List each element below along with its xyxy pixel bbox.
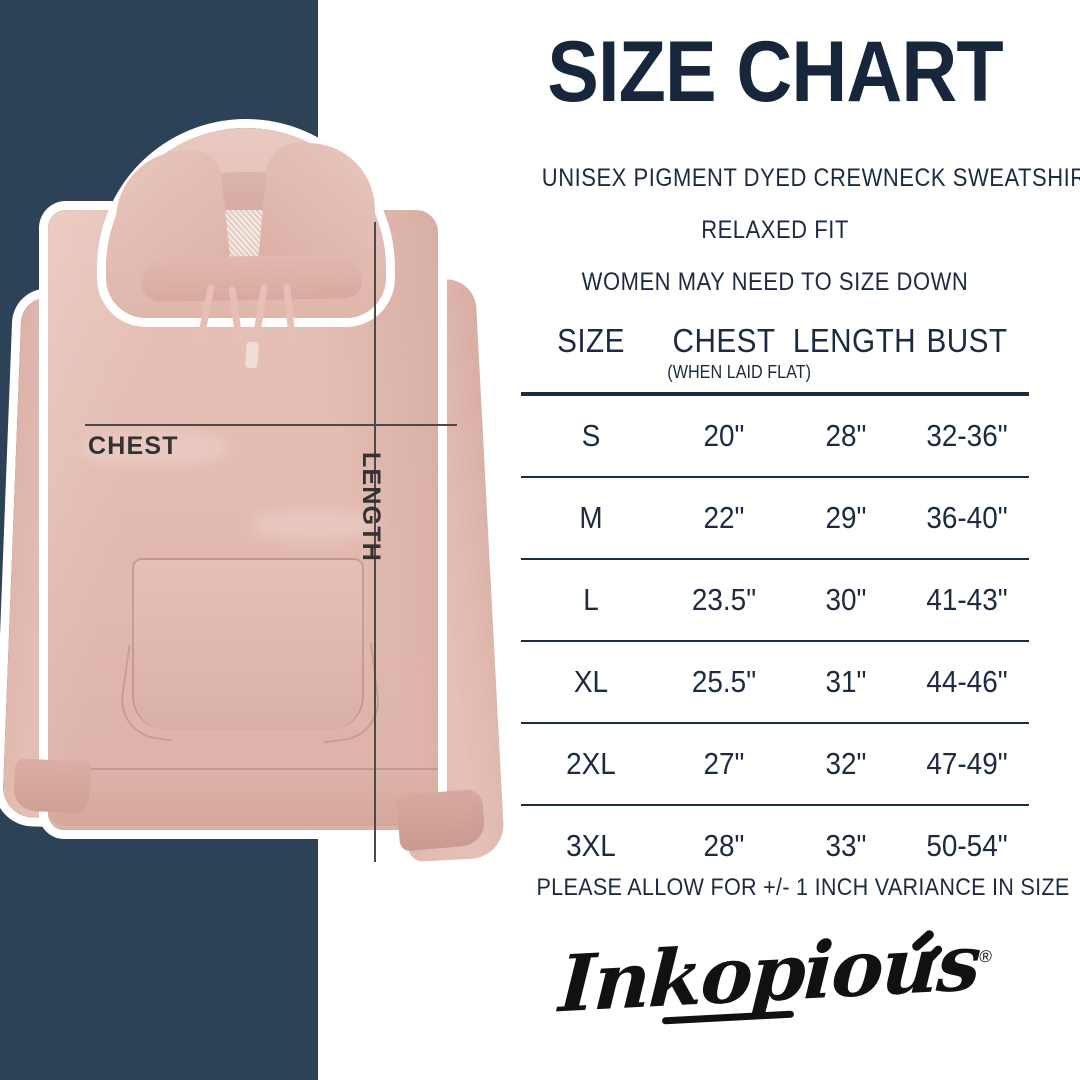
table-row: L 23.5" 30" 41-43"	[521, 560, 1029, 642]
chest-measure-label: CHEST	[88, 432, 179, 460]
cell-length: 28"	[825, 418, 867, 453]
cell-size: L	[583, 582, 599, 617]
column-header-size: SIZE	[557, 322, 625, 359]
cuff-right	[395, 788, 487, 852]
page-title: SIZE CHART	[547, 24, 1003, 120]
subtitle-group: UNISEX PIGMENT DYED CREWNECK SWEATSHIRT …	[510, 152, 1080, 308]
column-header-chest: CHEST	[672, 322, 776, 359]
fabric-highlight	[80, 428, 230, 468]
variance-footnote: PLEASE ALLOW FOR +/- 1 INCH VARIANCE IN …	[536, 874, 1070, 901]
cell-bust: 41-43"	[926, 582, 1008, 617]
column-header-bust: BUST	[926, 322, 1008, 359]
cell-chest: 28"	[703, 828, 745, 863]
chest-measure-line	[85, 424, 457, 426]
cell-chest: 22"	[703, 500, 745, 535]
cell-bust: 50-54"	[926, 828, 1008, 863]
kangaroo-pocket	[132, 558, 364, 730]
table-row: S 20" 28" 32-36"	[521, 396, 1029, 478]
subtitle-product: UNISEX PIGMENT DYED CREWNECK SWEATSHIRT	[541, 164, 1080, 192]
cell-chest: 20"	[703, 418, 745, 453]
cell-length: 33"	[825, 828, 867, 863]
cell-bust: 32-36"	[926, 418, 1008, 453]
table-row: 2XL 27" 32" 47-49"	[521, 724, 1029, 806]
table-row: 3XL 28" 33" 50-54"	[521, 806, 1029, 886]
cuff-left	[12, 758, 92, 814]
fabric-highlight	[250, 508, 380, 542]
neck-band	[141, 254, 363, 302]
cell-length: 32"	[825, 746, 867, 781]
length-measure-label: LENGTH	[357, 452, 385, 562]
cell-size: S	[581, 418, 601, 453]
cell-bust: 44-46"	[926, 664, 1008, 699]
registered-trademark-icon: ®	[978, 946, 993, 967]
chart-panel: SIZE CHART UNISEX PIGMENT DYED CREWNECK …	[510, 0, 1080, 1080]
size-table: SIZE CHEST LENGTH BUST (WHEN LAID FLAT) …	[521, 316, 1029, 886]
table-header-row: SIZE CHEST LENGTH BUST (WHEN LAID FLAT)	[521, 316, 1029, 396]
subtitle-size-down: WOMEN MAY NEED TO SIZE DOWN	[581, 268, 969, 296]
cell-chest: 25.5"	[691, 664, 757, 699]
cell-size: 3XL	[566, 828, 616, 863]
cell-chest: 23.5"	[691, 582, 757, 617]
column-header-length: LENGTH	[792, 322, 917, 359]
cell-bust: 36-40"	[926, 500, 1008, 535]
cell-length: 29"	[825, 500, 867, 535]
cell-size: XL	[573, 664, 609, 699]
brand-logo: Inkopious®	[510, 917, 1040, 1048]
cell-chest: 27"	[703, 746, 745, 781]
cell-size: 2XL	[566, 746, 616, 781]
ribbed-hem	[48, 768, 438, 826]
length-measure-line	[374, 222, 376, 862]
subtitle-fit: RELAXED FIT	[701, 216, 849, 244]
product-photo: CHEST LENGTH	[0, 0, 520, 1080]
cell-length: 31"	[825, 664, 867, 699]
sweatshirt-illustration	[2, 128, 510, 888]
cell-bust: 47-49"	[926, 746, 1008, 781]
cell-size: M	[579, 500, 603, 535]
drawstring-aglet	[245, 341, 259, 369]
cell-length: 30"	[825, 582, 867, 617]
table-row: XL 25.5" 31" 44-46"	[521, 642, 1029, 724]
chest-measure-note: (WHEN LAID FLAT)	[667, 362, 812, 382]
table-row: M 22" 29" 36-40"	[521, 478, 1029, 560]
